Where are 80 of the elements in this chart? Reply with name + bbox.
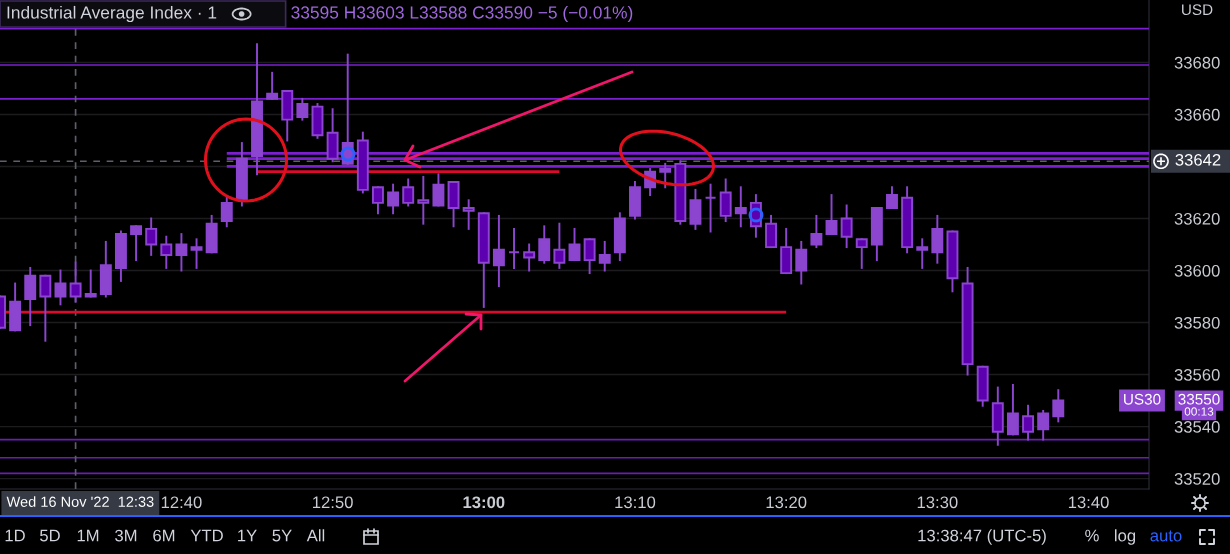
x-tick-label: 13:40 (1068, 496, 1109, 509)
text: 5Y (272, 529, 292, 542)
candlestick (553, 222, 566, 269)
x-tick-label: 12:50 (313, 496, 353, 509)
candlestick (220, 196, 233, 228)
candlestick (855, 238, 868, 269)
text: auto (1150, 530, 1182, 542)
candlestick (1037, 410, 1050, 441)
candlestick (659, 162, 672, 189)
candlestick (462, 199, 475, 230)
text: 1Y (238, 529, 257, 542)
candlestick (568, 227, 581, 262)
y-tick-label: 33580 (1174, 316, 1220, 329)
candlestick (24, 266, 37, 327)
y-tick-label: 33680 (1174, 56, 1220, 69)
x-tick-label: 13:30 (917, 496, 958, 509)
candlestick (84, 269, 97, 298)
text: 5D (40, 529, 60, 542)
candlestick (795, 240, 808, 285)
candlestick (432, 173, 445, 207)
text: % (1085, 529, 1099, 542)
text: All (306, 529, 325, 542)
candlestick (372, 186, 384, 215)
candlestick (598, 240, 611, 272)
x-tick-label: 13:20 (766, 496, 807, 509)
text: 1M (77, 529, 99, 542)
x-tick-label: 12:40 (161, 496, 202, 509)
ref-line-label: 33642 (1175, 153, 1221, 166)
candlestick (417, 175, 430, 225)
candlestick (69, 261, 82, 303)
candlestick (765, 214, 777, 249)
candlestick (1006, 383, 1019, 436)
y-tick-label: 33660 (1174, 108, 1220, 121)
candlestick (190, 238, 203, 269)
y-tick-label: 33600 (1174, 264, 1220, 277)
x-tick-label: 13:00 (463, 496, 505, 509)
text: YTD (190, 529, 223, 542)
text: 6M (153, 529, 175, 542)
candlestick (145, 217, 158, 256)
ref-line-label: Wed 16 Nov '22 12:33 (6, 496, 154, 507)
text: 1D (5, 529, 25, 542)
candlestick (931, 214, 944, 264)
candlestick (810, 214, 823, 249)
candlestick (130, 225, 143, 262)
annotation: 33595 H33603 L33588 C33590 −5 (−0.01%) (291, 5, 633, 23)
candlestick (39, 274, 52, 342)
chart-title: Industrial Average Index · 1 (7, 5, 217, 23)
y-tick-label: 33560 (1174, 368, 1220, 381)
candlestick (266, 71, 279, 100)
candlestick (734, 186, 747, 228)
candlestick (387, 183, 400, 215)
y-tick-label: 33520 (1174, 473, 1220, 485)
candlestick (492, 214, 505, 288)
candlestick (704, 183, 717, 233)
candlestick (175, 233, 188, 272)
candlestick (886, 186, 898, 210)
candlestick (1052, 389, 1065, 423)
candlestick (916, 238, 929, 269)
y-tick-label: 33620 (1174, 212, 1220, 225)
annotation: US30 (1124, 393, 1161, 405)
candlestick (538, 225, 551, 264)
y-tick-label: 33540 (1174, 420, 1220, 433)
candlestick (160, 235, 173, 269)
candlestick (296, 97, 309, 121)
y-axis-title: USD (1182, 4, 1213, 16)
candlestick (1022, 404, 1035, 441)
candlestick (523, 243, 536, 272)
text: 3M (115, 529, 137, 542)
candlestick (825, 194, 838, 236)
candlestick (719, 178, 732, 223)
text: 33550 (1178, 393, 1220, 405)
text: 13:38:47 (UTC-5) (918, 529, 1046, 545)
candlestick (402, 178, 415, 207)
candlestick (689, 188, 702, 230)
candlestick (840, 204, 853, 249)
candlestick (583, 238, 596, 275)
text: 00:13 (1184, 407, 1214, 416)
x-tick-label: 13:10 (615, 496, 656, 509)
candlestick (508, 227, 520, 269)
text: log (1115, 529, 1136, 545)
